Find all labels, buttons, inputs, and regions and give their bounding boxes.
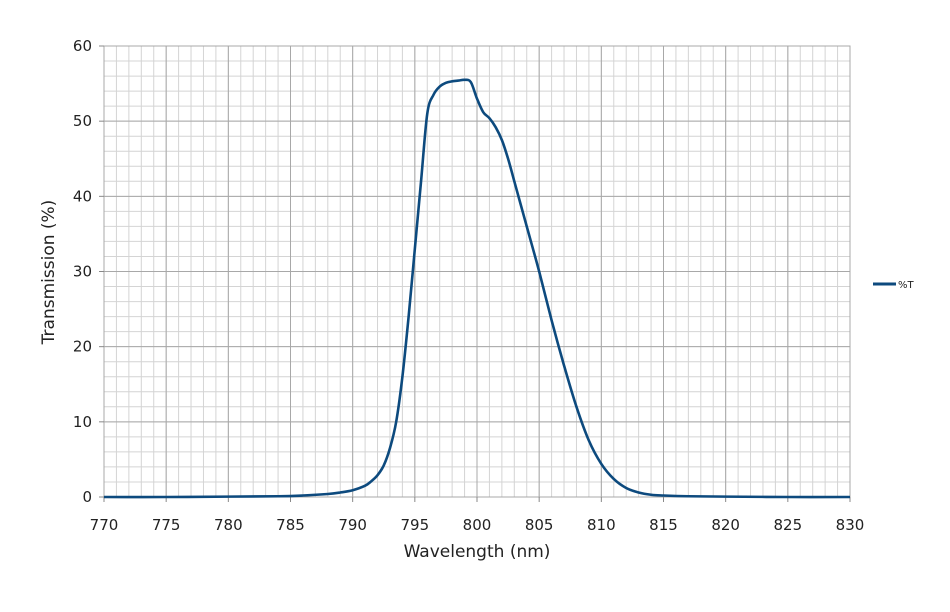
x-tick-label: 830 bbox=[836, 516, 865, 534]
x-tick-label: 770 bbox=[90, 516, 119, 534]
y-tick-label: 60 bbox=[73, 37, 92, 55]
x-tick-label: 825 bbox=[774, 516, 803, 534]
x-tick-label: 775 bbox=[152, 516, 181, 534]
x-tick-label: 780 bbox=[214, 516, 243, 534]
x-tick-labels: 770 775 780 785 790 795 800 805 810 815 820 825 830 bbox=[90, 516, 865, 534]
x-axis-title: Wavelength (nm) bbox=[404, 542, 551, 562]
x-tick-label: 815 bbox=[649, 516, 678, 534]
y-tick-label: 0 bbox=[82, 488, 92, 506]
x-tick-label: 810 bbox=[587, 516, 616, 534]
legend-label-t: %T bbox=[898, 280, 915, 291]
y-tick-labels: 0 10 20 30 40 50 60 bbox=[73, 37, 92, 506]
y-tick-label: 40 bbox=[73, 187, 92, 205]
x-tick-label: 790 bbox=[338, 516, 367, 534]
y-tick-label: 30 bbox=[73, 263, 92, 281]
plot-lines bbox=[103, 78, 851, 499]
y-tick-label: 20 bbox=[73, 338, 92, 356]
y-tick-label: 10 bbox=[73, 413, 92, 431]
x-tick-label: 800 bbox=[463, 516, 492, 534]
x-tick-label: 785 bbox=[276, 516, 305, 534]
y-axis-title: Transmission (%) bbox=[39, 200, 59, 346]
y-tick-label: 50 bbox=[73, 112, 92, 130]
x-tick-label: 805 bbox=[525, 516, 554, 534]
x-tick-label: 820 bbox=[711, 516, 740, 534]
legend: %T bbox=[873, 280, 915, 291]
series-line-t bbox=[103, 78, 851, 499]
x-tick-label: 795 bbox=[401, 516, 430, 534]
